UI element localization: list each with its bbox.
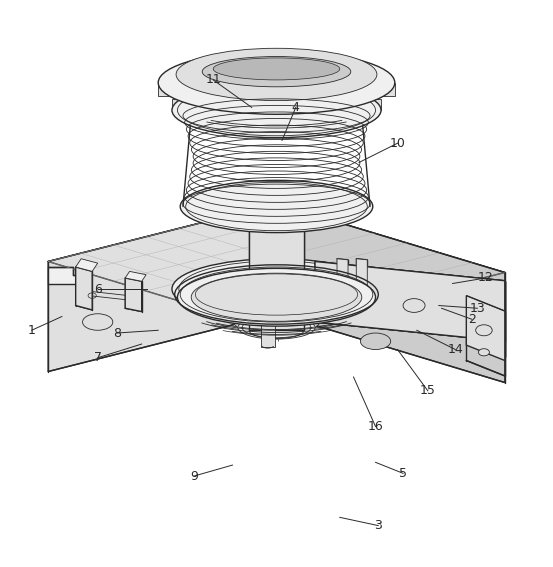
Text: 6: 6 [94,282,102,295]
Polygon shape [76,259,98,272]
Text: 2: 2 [468,313,476,326]
Ellipse shape [158,51,395,115]
Ellipse shape [238,316,315,339]
Text: 9: 9 [190,469,198,483]
Polygon shape [197,292,356,328]
Ellipse shape [180,180,373,232]
Polygon shape [76,267,92,310]
Polygon shape [48,204,505,330]
Ellipse shape [476,325,492,336]
Ellipse shape [172,259,381,319]
Polygon shape [261,322,275,347]
Ellipse shape [361,333,390,349]
Text: 8: 8 [113,327,121,340]
Ellipse shape [176,48,377,100]
Text: 10: 10 [390,137,405,150]
Polygon shape [48,267,87,284]
Ellipse shape [403,299,425,312]
Polygon shape [125,272,146,281]
Ellipse shape [82,314,113,330]
Ellipse shape [213,58,340,80]
Text: 5: 5 [399,467,407,480]
Ellipse shape [178,268,375,326]
Polygon shape [466,295,505,311]
Ellipse shape [249,201,304,218]
Polygon shape [48,204,276,371]
Text: 4: 4 [292,101,300,114]
Text: 7: 7 [93,352,102,364]
Text: 1: 1 [28,324,35,337]
Text: 13: 13 [469,302,485,315]
Polygon shape [356,259,367,303]
Ellipse shape [202,57,351,87]
Polygon shape [315,261,505,341]
Text: 14: 14 [447,343,463,356]
Ellipse shape [172,83,381,138]
Text: 11: 11 [205,73,221,86]
Ellipse shape [191,273,362,321]
Polygon shape [158,83,395,96]
Polygon shape [249,209,304,330]
Polygon shape [172,99,381,110]
Text: 3: 3 [374,519,382,532]
Polygon shape [276,204,505,383]
Text: 12: 12 [478,272,493,285]
Polygon shape [337,259,348,303]
Polygon shape [125,278,142,311]
Polygon shape [315,261,505,286]
Ellipse shape [197,268,356,315]
Ellipse shape [478,349,489,356]
Text: 15: 15 [420,384,436,397]
Text: 16: 16 [368,420,383,433]
Polygon shape [466,295,505,361]
